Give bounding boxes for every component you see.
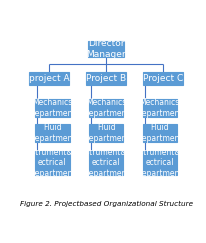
Text: Mechanics
Department: Mechanics Department xyxy=(136,98,182,118)
Text: Director
Manager: Director Manager xyxy=(86,39,125,59)
FancyBboxPatch shape xyxy=(88,41,123,57)
Text: Fluid
Department: Fluid Department xyxy=(82,123,129,143)
FancyBboxPatch shape xyxy=(29,72,68,86)
FancyBboxPatch shape xyxy=(88,99,123,117)
Text: Mechanics
Department: Mechanics Department xyxy=(29,98,75,118)
Text: Instrument&El
ectrical
Department: Instrument&El ectrical Department xyxy=(131,148,187,178)
Text: project A: project A xyxy=(29,74,69,83)
Text: Project B: Project B xyxy=(86,74,125,83)
Text: Instrument&El
ectrical
Department: Instrument&El ectrical Department xyxy=(25,148,80,178)
FancyBboxPatch shape xyxy=(35,124,69,142)
FancyBboxPatch shape xyxy=(35,151,69,175)
FancyBboxPatch shape xyxy=(142,124,176,142)
FancyBboxPatch shape xyxy=(143,72,182,86)
Text: Instrument&El
ectrical
Department: Instrument&El ectrical Department xyxy=(78,148,133,178)
Text: Fluid
Department: Fluid Department xyxy=(136,123,182,143)
Text: Figure 2. Projectbased Organizational Structure: Figure 2. Projectbased Organizational St… xyxy=(19,201,192,207)
Text: Fluid
Department: Fluid Department xyxy=(29,123,75,143)
FancyBboxPatch shape xyxy=(35,99,69,117)
Text: Mechanics
Department: Mechanics Department xyxy=(82,98,129,118)
FancyBboxPatch shape xyxy=(88,124,123,142)
FancyBboxPatch shape xyxy=(88,151,123,175)
Text: Project C: Project C xyxy=(142,74,182,83)
FancyBboxPatch shape xyxy=(86,72,125,86)
FancyBboxPatch shape xyxy=(142,151,176,175)
FancyBboxPatch shape xyxy=(142,99,176,117)
